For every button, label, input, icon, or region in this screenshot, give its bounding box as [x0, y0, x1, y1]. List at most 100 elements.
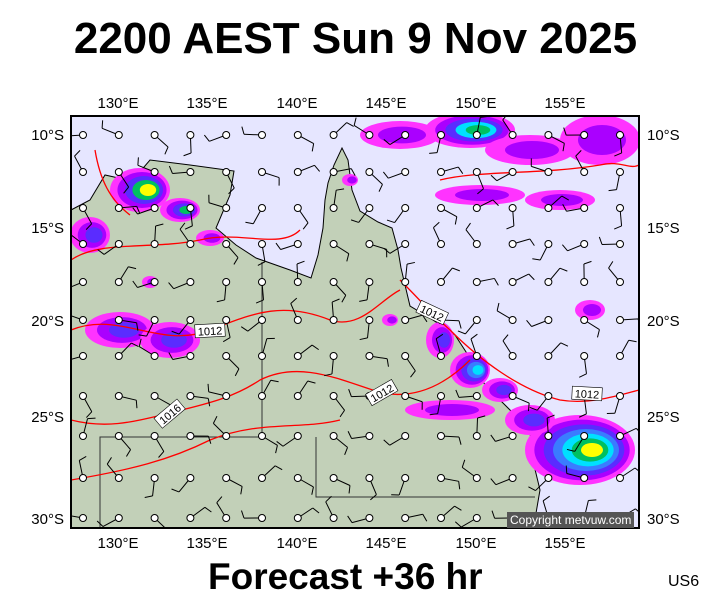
wind-barb	[258, 465, 283, 482]
wind-barb	[616, 339, 637, 360]
wind-barb	[429, 392, 445, 416]
wind-barb	[168, 352, 195, 360]
isobar-label: 1012	[574, 388, 599, 401]
wind-barb	[454, 514, 481, 528]
wind-barb	[150, 131, 169, 155]
wind-barb	[383, 240, 410, 254]
wind-barb	[432, 221, 445, 248]
wind-barb	[137, 157, 159, 176]
wind-barb	[179, 222, 195, 248]
wind-barb	[455, 389, 481, 400]
lon-tick: 135°E	[186, 95, 227, 112]
wind-barb	[329, 240, 350, 262]
wind-barb	[365, 352, 389, 367]
rain-area	[523, 413, 545, 427]
wind-barb	[97, 240, 123, 255]
wind-barb	[329, 122, 354, 139]
wind-barb	[472, 116, 489, 139]
rain-area	[583, 304, 601, 316]
wind-barb	[401, 392, 423, 410]
rain-area	[581, 443, 603, 457]
wind-barb	[382, 168, 410, 179]
lon-tick: 155°E	[544, 95, 585, 112]
wind-barb	[114, 432, 131, 457]
wind-barb	[472, 277, 499, 286]
lat-tick: 30°S	[647, 511, 680, 528]
wind-barb	[353, 117, 374, 139]
wind-barb	[168, 165, 195, 176]
wind-barb	[528, 474, 553, 491]
rain-area	[347, 176, 357, 184]
wind-barb	[579, 352, 589, 378]
rain-area	[85, 227, 103, 243]
wind-barb	[258, 337, 275, 360]
wind-barb	[257, 240, 266, 266]
wind-barb	[562, 204, 589, 212]
wind-barb	[240, 510, 266, 522]
wind-barb	[222, 168, 235, 195]
wind-barb	[114, 266, 137, 286]
wind-barb	[183, 131, 195, 157]
wind-barb	[401, 261, 416, 286]
wind-barb	[616, 467, 639, 482]
wind-barb	[580, 316, 600, 338]
wind-barb	[502, 334, 517, 360]
wind-barb	[114, 204, 141, 214]
wind-barb	[186, 392, 211, 407]
wind-barb	[383, 432, 410, 446]
wind-barb	[437, 204, 458, 225]
wind-barb	[329, 168, 356, 176]
wind-barb	[329, 474, 351, 494]
wind-barb	[324, 352, 338, 377]
wind-barb	[71, 352, 87, 360]
wind-barb	[222, 352, 240, 377]
wind-barb	[472, 415, 486, 440]
wind-barb	[79, 417, 96, 440]
lat-tick: 15°S	[647, 220, 680, 237]
wind-barb	[490, 432, 517, 442]
wind-barb	[437, 505, 462, 522]
isobar-label: 1012	[198, 325, 223, 338]
wind-barb	[245, 204, 266, 225]
lat-tick: 15°S	[31, 220, 64, 237]
rain-area	[438, 332, 450, 348]
wind-barb	[150, 223, 164, 248]
wind-barb	[544, 342, 569, 360]
wind-barb	[614, 204, 624, 230]
wind-barb	[580, 260, 592, 286]
wind-barb	[132, 204, 159, 215]
lat-tick: 30°S	[31, 511, 64, 528]
wind-barb	[79, 204, 93, 230]
wind-barb	[74, 150, 87, 176]
wind-barb	[71, 225, 87, 248]
lat-tick: 20°S	[647, 313, 680, 330]
wind-barb	[71, 278, 87, 288]
wind-barb	[255, 278, 266, 304]
wind-barb	[614, 131, 624, 157]
wind-barb	[329, 432, 349, 456]
wind-barb	[71, 131, 87, 139]
lat-tick: 10°S	[31, 127, 64, 144]
wind-barb	[606, 392, 624, 414]
wind-barb	[329, 298, 340, 324]
wind-barb	[544, 414, 555, 440]
rain-area	[109, 322, 139, 338]
rain-area	[387, 316, 397, 324]
wind-barb	[347, 431, 374, 440]
wind-barb	[566, 432, 589, 452]
rain-area	[541, 194, 583, 206]
wind-barb	[435, 333, 445, 360]
wind-barb	[329, 278, 347, 303]
wind-barb	[293, 131, 315, 152]
map-frame	[70, 115, 640, 529]
wind-barb	[258, 168, 280, 186]
wind-barb	[138, 338, 159, 360]
wind-barb	[544, 195, 569, 212]
lon-tick: 145°E	[365, 95, 406, 112]
lat-tick: 25°S	[31, 409, 64, 426]
wind-barb	[347, 514, 374, 524]
wind-barb	[144, 474, 159, 498]
wind-barb	[150, 432, 165, 458]
wind-barb	[293, 380, 316, 400]
wind-barb	[241, 126, 266, 139]
